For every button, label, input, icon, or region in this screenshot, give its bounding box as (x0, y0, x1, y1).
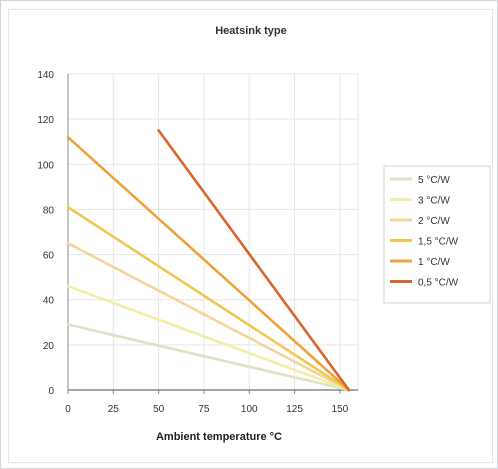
legend: 5 °C/W 3 °C/W 2 °C/W 1,5 °C/W 1 °C/W 0,5 °C/W (383, 165, 491, 304)
legend-box (383, 165, 491, 304)
chart-title: Heatsink type (215, 25, 287, 37)
y-tick-label: 0 (48, 386, 54, 397)
legend-label: 5 °C/W (418, 175, 450, 186)
x-tick-label: 150 (332, 404, 349, 415)
x-tick-label: 25 (108, 404, 120, 415)
y-tick-label: 20 (43, 341, 55, 352)
x-axis-title: Ambient temperature °C (156, 431, 282, 443)
legend-label: 1 °C/W (418, 257, 450, 268)
axes: 0 20 40 60 80 100 120 140 0 25 50 75 100 125 150 (37, 70, 358, 415)
series-line-2 (66, 242, 351, 392)
y-tick-label: 100 (37, 160, 54, 171)
legend-label: 0,5 °C/W (418, 278, 459, 289)
x-tick-label: 75 (198, 404, 210, 415)
x-tick-label: 125 (286, 404, 303, 415)
x-tick-label: 50 (153, 404, 165, 415)
series-line-3 (66, 205, 351, 392)
y-tick-label: 120 (37, 115, 54, 126)
series-line-1 (66, 284, 351, 392)
legend-label: 2 °C/W (418, 216, 450, 227)
series-lines (66, 129, 351, 392)
series-line-5 (157, 129, 351, 392)
series-line-0 (66, 323, 351, 392)
x-tick-label: 0 (65, 404, 71, 415)
legend-label: 3 °C/W (418, 196, 450, 207)
series-line-4 (66, 135, 351, 392)
y-tick-label: 40 (43, 296, 55, 307)
y-tick-label: 60 (43, 251, 55, 262)
legend-label: 1,5 °C/W (418, 237, 459, 248)
y-tick-label: 140 (37, 70, 54, 81)
x-tick-label: 100 (241, 404, 258, 415)
y-tick-label: 80 (43, 205, 55, 216)
